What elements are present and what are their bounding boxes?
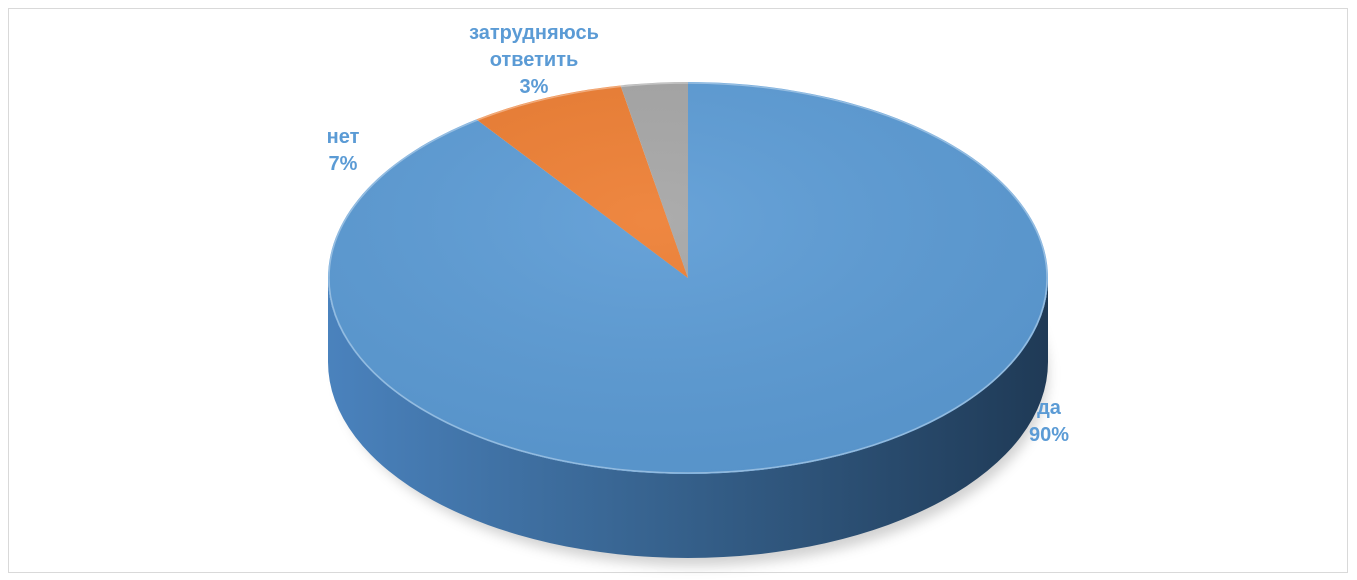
data-label-line: нет [327,126,360,148]
pie-top-sheen [328,82,1048,474]
data-label-line: да [1037,397,1062,419]
data-label-line: 7% [329,153,358,175]
data-label-line: 90% [1029,424,1069,446]
data-label-line: затрудняюсь [469,22,599,44]
pie-side-da [328,278,1048,558]
data-label-zatrudnyayus: затрудняюсь ответить 3% [469,22,599,98]
data-label-net: нет 7% [327,126,360,175]
data-label-line: 3% [520,76,549,98]
data-label-da: да 90% [1029,397,1069,446]
data-label-line: ответить [490,49,579,71]
